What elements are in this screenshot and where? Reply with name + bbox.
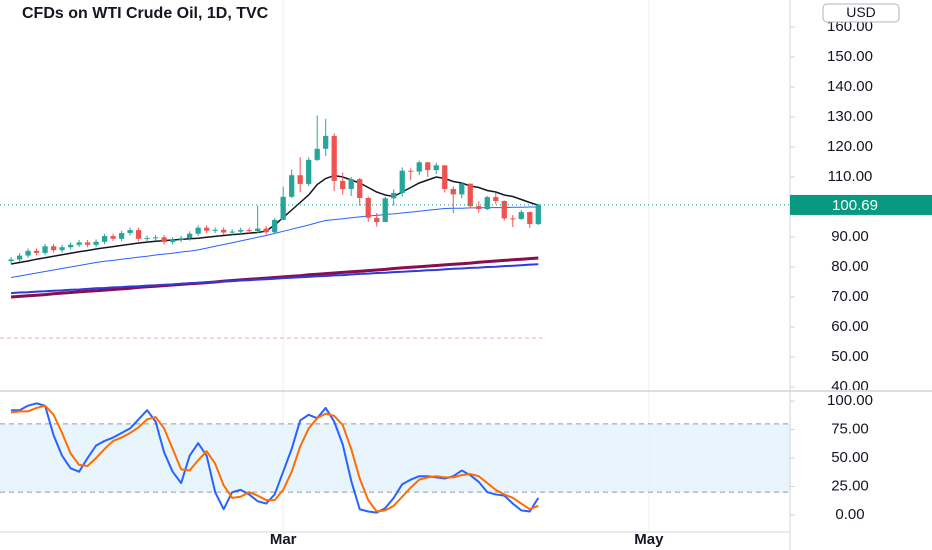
y-tick-label: 140.00 [827, 78, 873, 95]
candle-body [306, 159, 312, 184]
y-tick-label: 0.00 [835, 506, 864, 523]
candle-body [67, 244, 74, 248]
oscillator-pane [0, 402, 790, 514]
candle-body [238, 230, 244, 232]
moving-average-line [10, 256, 539, 299]
candle-body [59, 247, 65, 251]
candle-body [101, 236, 108, 242]
band-fill [0, 423, 790, 493]
candle-body [25, 250, 31, 256]
oscillator-axis: 0.00 25.00 50.00 75.00 100.00 [790, 392, 873, 523]
candle-body [84, 242, 91, 245]
candle-body [442, 165, 448, 189]
candle-body [152, 237, 159, 239]
y-tick-label: 90.00 [831, 228, 869, 245]
price-pane [0, 115, 790, 339]
candle-body [93, 241, 99, 245]
y-tick-label: 110.00 [828, 168, 873, 185]
candle-body [374, 217, 380, 222]
candle-body [348, 179, 354, 189]
oscillator-line [10, 404, 539, 513]
currency-label: USD [846, 4, 876, 20]
candle-body [118, 233, 125, 239]
candle-body [221, 229, 227, 233]
candle-body [297, 175, 303, 184]
candle-body [450, 189, 456, 195]
y-tick-label: 130.00 [827, 108, 873, 125]
moving-average-line [10, 263, 539, 295]
candle-body [416, 162, 422, 172]
candle-body [289, 175, 295, 197]
candle-body [323, 135, 329, 149]
candle-body [272, 219, 278, 233]
candle-body [467, 183, 473, 207]
x-tick-label: Mar [270, 531, 297, 548]
candle-body [76, 242, 82, 245]
candle-body [314, 148, 320, 160]
candle-body [127, 230, 133, 234]
candle-body [476, 206, 482, 210]
candle-body [357, 179, 363, 198]
candle-body [493, 197, 499, 201]
candle-body [255, 228, 261, 231]
candle-body [246, 230, 252, 232]
candle-body [110, 236, 116, 239]
y-tick-label: 50.00 [831, 348, 869, 365]
candle-body [135, 230, 142, 239]
candle-body [8, 259, 14, 261]
candle-body [535, 204, 541, 225]
candle-body [186, 233, 193, 239]
y-tick-label: 100.00 [827, 392, 873, 409]
candle-body [42, 246, 48, 253]
y-tick-label: 120.00 [827, 138, 873, 155]
currency-box[interactable] [822, 3, 900, 23]
candle-body [340, 180, 346, 189]
candle-body [161, 237, 167, 243]
y-tick-label: 70.00 [831, 288, 869, 305]
y-tick-label: 80.00 [831, 258, 869, 275]
candle-body [169, 239, 176, 243]
candle-body [518, 212, 524, 219]
candle-body [212, 229, 218, 231]
chart-title: CFDs on WTI Crude Oil, 1D, TVC [22, 5, 269, 22]
candle-body [527, 212, 533, 225]
candle-body [195, 227, 201, 234]
candle-body [433, 165, 439, 171]
candle-body [16, 255, 23, 260]
candle-body [391, 192, 397, 199]
candle-body [144, 237, 150, 239]
y-tick-label: 75.00 [831, 421, 869, 438]
candle-body [408, 170, 414, 172]
candle-body [33, 250, 40, 253]
candle-body [501, 201, 507, 219]
candle-body [178, 238, 184, 240]
candle-body [399, 170, 405, 193]
y-tick-label: 25.00 [831, 477, 869, 494]
candle-body [50, 246, 57, 251]
candle-body [510, 218, 516, 220]
last-price-label: 100.69 [832, 197, 878, 214]
y-tick-label: 150.00 [827, 48, 873, 65]
candle-body [331, 135, 337, 181]
last-price-box [790, 194, 932, 215]
candle-body [365, 198, 371, 218]
candle-body [204, 227, 210, 231]
candle-body [459, 183, 465, 195]
x-tick-label: May [634, 531, 664, 548]
overlay-layer: USD CFDs on WTI Crude Oil, 1D, TVC 100.6… [22, 3, 932, 215]
candle-body [229, 231, 235, 233]
candle-body [263, 228, 269, 233]
y-tick-label: 50.00 [831, 449, 869, 466]
candle-body [484, 197, 490, 210]
candle-body [280, 196, 286, 220]
candle-body [382, 198, 388, 222]
moving-average-line [10, 206, 539, 278]
candle-body [425, 162, 431, 171]
y-tick-label: 60.00 [831, 318, 869, 335]
y-tick-label: 40.00 [831, 378, 869, 395]
